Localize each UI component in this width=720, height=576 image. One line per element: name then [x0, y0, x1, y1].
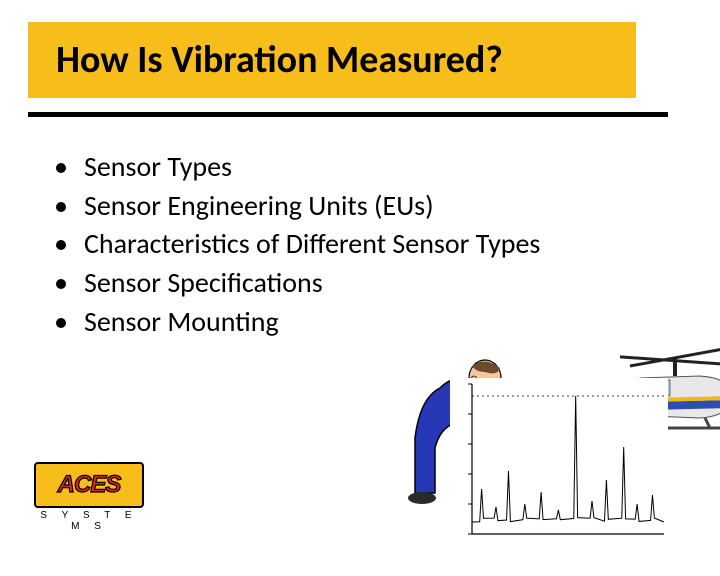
- page-title: How Is Vibration Measured?: [56, 37, 503, 83]
- bullet-icon: [56, 202, 66, 212]
- bullet-list: Sensor Types Sensor Engineering Units (E…: [56, 148, 656, 341]
- bullet-icon: [56, 240, 66, 250]
- vibration-spectrum-chart: [450, 378, 668, 546]
- list-item: Sensor Engineering Units (EUs): [56, 187, 656, 226]
- list-item: Sensor Types: [56, 148, 656, 187]
- aces-logo: ACES S Y S T E M S: [34, 462, 144, 532]
- bullet-icon: [56, 279, 66, 289]
- list-item-label: Sensor Mounting: [84, 303, 279, 342]
- title-underline: [28, 112, 668, 117]
- title-bar: How Is Vibration Measured?: [28, 22, 636, 98]
- list-item-label: Sensor Engineering Units (EUs): [84, 187, 434, 226]
- logo-badge: ACES: [34, 462, 144, 508]
- list-item: Characteristics of Different Sensor Type…: [56, 225, 656, 264]
- logo-text: ACES: [58, 471, 121, 499]
- list-item-label: Sensor Specifications: [84, 264, 323, 303]
- logo-subtext: S Y S T E M S: [34, 510, 144, 532]
- bullet-icon: [56, 318, 66, 328]
- list-item-label: Sensor Types: [84, 148, 232, 187]
- list-item-label: Characteristics of Different Sensor Type…: [84, 225, 540, 264]
- list-item: Sensor Specifications: [56, 264, 656, 303]
- bullet-icon: [56, 163, 66, 173]
- list-item: Sensor Mounting: [56, 303, 656, 342]
